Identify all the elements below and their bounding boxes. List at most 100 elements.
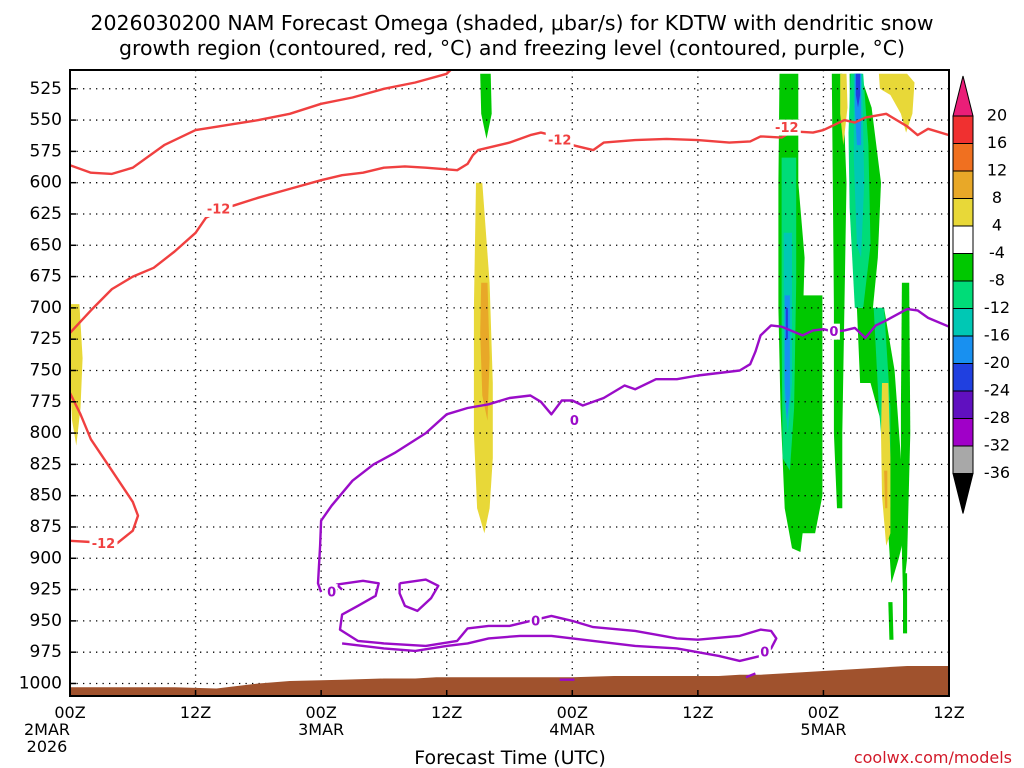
colorbar-swatch bbox=[952, 115, 974, 144]
y-tick-label: 525 bbox=[30, 79, 62, 99]
y-tick-label: 825 bbox=[30, 454, 62, 474]
contour-label-bg bbox=[827, 323, 840, 340]
y-tick-label: 975 bbox=[30, 642, 62, 662]
y-tick-label: 575 bbox=[30, 141, 62, 161]
x-tick-label: 12Z bbox=[180, 703, 211, 722]
y-tick-label: 600 bbox=[30, 173, 62, 193]
x-tick-label: 4MAR bbox=[549, 720, 595, 739]
colorbar-label: -20 bbox=[984, 353, 1010, 372]
colorbar-label: -28 bbox=[984, 408, 1010, 427]
colorbar-swatch bbox=[952, 445, 974, 474]
y-tick-label: 700 bbox=[30, 298, 62, 318]
y-tick-label: 900 bbox=[30, 548, 62, 568]
contour-label-bg bbox=[758, 644, 771, 661]
x-tick-label: 3MAR bbox=[298, 720, 344, 739]
contour-label-bg bbox=[568, 412, 581, 429]
contour-line bbox=[398, 578, 440, 613]
contour-label: 0 bbox=[327, 586, 336, 601]
colorbar-swatch bbox=[952, 253, 974, 282]
x-tick-label: 00Z bbox=[557, 703, 588, 722]
y-tick-label: 850 bbox=[30, 486, 62, 506]
colorbar-label: -36 bbox=[984, 463, 1010, 482]
x-tick-label: 5MAR bbox=[800, 720, 846, 739]
omega-region-neg20 bbox=[855, 73, 861, 108]
colorbar-swatch bbox=[952, 390, 974, 419]
omega-region-neg4 bbox=[856, 307, 905, 584]
contour-label: -12 bbox=[207, 202, 231, 217]
y-tick-label: 625 bbox=[30, 204, 62, 224]
x-tick-label: 12Z bbox=[682, 703, 713, 722]
contour-label: -12 bbox=[92, 537, 116, 552]
y-tick-label: 750 bbox=[30, 360, 62, 380]
contour-label-bg bbox=[204, 200, 233, 217]
omega-region-neg4 bbox=[795, 295, 823, 534]
y-tick-label: 925 bbox=[30, 580, 62, 600]
y-axis-pressure: 525 550 575 600 625 650 675 700 725 750 775 800 825 8… bbox=[19, 79, 76, 693]
omega-region-8 bbox=[480, 282, 490, 421]
colorbar-label: -4 bbox=[989, 243, 1005, 262]
contour-label-bg bbox=[772, 119, 801, 136]
colorbar-label: -16 bbox=[984, 326, 1010, 345]
colorbar-swatch bbox=[952, 225, 974, 254]
x-tick-label: 2026 bbox=[27, 737, 68, 756]
colorbar-swatch bbox=[952, 170, 974, 199]
x-tick-label: 00Z bbox=[54, 703, 85, 722]
contour-label-bg bbox=[529, 612, 542, 629]
chart-title-line2: growth region (contoured, red, °C) and f… bbox=[119, 36, 905, 60]
contour-label: 0 bbox=[829, 325, 838, 340]
credit-text: coolwx.com/models bbox=[854, 748, 1012, 767]
omega-region-4 bbox=[840, 73, 848, 146]
colorbar-label: -12 bbox=[984, 298, 1010, 317]
omega-colorbar: 20 16 12 8 4 -4 -8 -12 -16 -20 -24 -28 -32 -36 bbox=[952, 75, 1010, 514]
y-tick-label: 800 bbox=[30, 423, 62, 443]
x-tick-label: 00Z bbox=[808, 703, 839, 722]
y-tick-label: 950 bbox=[30, 611, 62, 631]
contour-label-bg bbox=[325, 584, 338, 601]
y-tick-label: 550 bbox=[30, 110, 62, 130]
colorbar-label: -24 bbox=[984, 381, 1010, 400]
y-tick-label: 775 bbox=[30, 392, 62, 412]
x-tick-label: 12Z bbox=[933, 703, 964, 722]
contour-label-bg bbox=[89, 535, 118, 552]
colorbar-label: 20 bbox=[987, 106, 1007, 125]
contour-label-bg bbox=[545, 132, 574, 149]
colorbar-swatch bbox=[952, 418, 974, 447]
omega-region-neg4 bbox=[831, 73, 847, 509]
colorbar-label: -32 bbox=[984, 436, 1010, 455]
x-tick-label: 00Z bbox=[305, 703, 336, 722]
contour-line bbox=[335, 579, 778, 663]
contour-line bbox=[70, 70, 453, 176]
contour-line bbox=[745, 672, 756, 679]
plot-frame bbox=[69, 69, 950, 697]
colorbar-label: -8 bbox=[989, 271, 1005, 290]
omega-region-8 bbox=[884, 470, 888, 509]
y-tick-label: 875 bbox=[30, 517, 62, 537]
omega-region-4 bbox=[881, 383, 891, 546]
omega-region-neg4 bbox=[480, 73, 492, 139]
y-tick-label: 1000 bbox=[19, 673, 62, 693]
terrain-fill bbox=[70, 666, 949, 696]
y-tick-label: 675 bbox=[30, 267, 62, 287]
colorbar-label: 12 bbox=[987, 161, 1007, 180]
contour-line bbox=[316, 307, 949, 593]
contour-label: 0 bbox=[570, 414, 579, 429]
colorbar-swatch bbox=[952, 363, 974, 392]
colorbar-swatch bbox=[952, 280, 974, 309]
omega-region-neg4 bbox=[888, 602, 894, 640]
colorbar-label: 8 bbox=[992, 188, 1002, 207]
x-axis-title: Forecast Time (UTC) bbox=[414, 747, 605, 768]
colorbar-top-arrow bbox=[952, 75, 974, 117]
contour-line bbox=[70, 392, 140, 545]
colorbar-swatch bbox=[952, 143, 974, 172]
y-tick-label: 725 bbox=[30, 329, 62, 349]
omega-region-4 bbox=[878, 73, 915, 133]
colorbar-swatch bbox=[952, 335, 974, 364]
colorbar-swatch bbox=[952, 198, 974, 227]
colorbar-swatch bbox=[952, 308, 974, 337]
contour-label: 0 bbox=[760, 646, 769, 661]
plot-content: -12 -12 -12 -12 0 0 0 0 0 bbox=[70, 70, 949, 696]
plot-area: -12 -12 -12 -12 0 0 0 0 0 bbox=[69, 69, 950, 697]
omega-region-neg20 bbox=[785, 307, 788, 340]
omega-region-neg4 bbox=[903, 573, 908, 634]
